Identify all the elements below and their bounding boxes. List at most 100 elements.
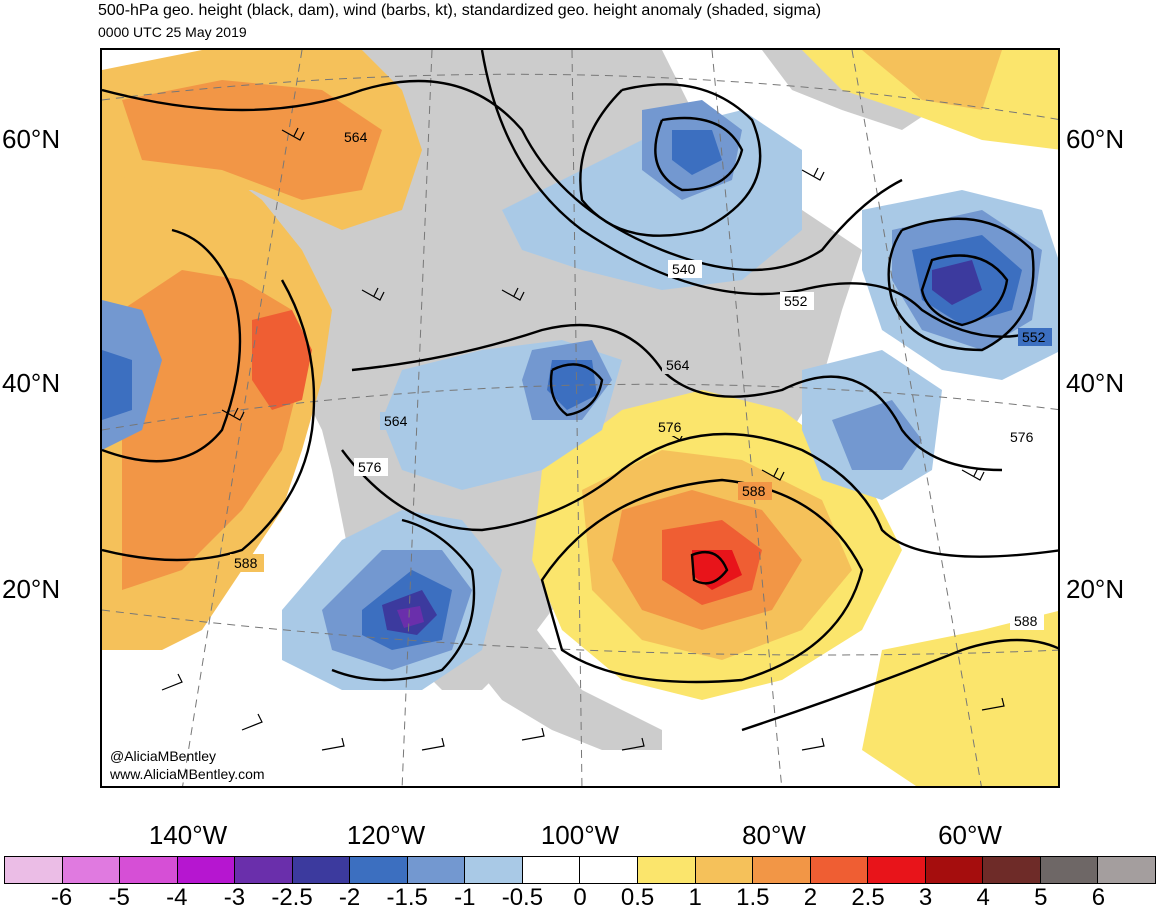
anomaly-positive-alaska-inner [122, 80, 382, 200]
colorbar-label: 3 [918, 884, 933, 911]
colorbar-label: 6 [1091, 884, 1106, 911]
colorbar-swatch [5, 857, 63, 883]
height-contours [102, 50, 1058, 732]
contour-label: 552 [784, 293, 808, 309]
colorbar-swatch [695, 857, 754, 883]
meridian-80w [711, 50, 783, 786]
colorbar-label: -5 [108, 884, 130, 911]
contour-564-north [102, 79, 903, 272]
lat-label-40n-right: 40°N [1066, 368, 1125, 398]
contour-label: 564 [344, 129, 368, 145]
colorbar-swatch [350, 857, 408, 883]
contour-label: 552 [1022, 329, 1046, 345]
colorbar-label: 4 [976, 884, 990, 911]
contour-label: 588 [1014, 613, 1038, 629]
colorbar-swatch [120, 857, 178, 883]
contour-588-atlantic [741, 638, 1058, 732]
wind-barb [281, 127, 305, 141]
wind-barb [321, 737, 345, 751]
parallel-40n [102, 383, 1058, 431]
contour-label: 540 [672, 261, 696, 277]
colorbar-swatch [925, 857, 984, 883]
contour-label: 588 [742, 483, 766, 499]
lon-label-80w: 80°W [742, 820, 806, 850]
contour-label: 564 [384, 413, 408, 429]
colorbar-label: -0.5 [501, 884, 544, 911]
wind-barb [961, 467, 985, 481]
colorbar-label: 2.5 [851, 884, 885, 911]
colorbar-swatch [235, 857, 293, 883]
wind-barb [621, 737, 645, 751]
graticule [102, 50, 1058, 786]
contour-labels: 564 540 552 552 564 564 576 576 588 588 … [230, 128, 1052, 630]
contour-label: 564 [666, 357, 690, 373]
anomaly-positive-atlantic [862, 611, 1058, 786]
colorbar-label: -3 [223, 884, 246, 911]
colorbar-label: -2 [338, 884, 361, 911]
colorbar-label: 5 [1034, 884, 1048, 911]
parallel-20n [102, 609, 1058, 656]
contour-label: 576 [358, 459, 382, 475]
colorbar-swatch [580, 857, 639, 883]
colorbar-swatch [522, 857, 581, 883]
anomaly-positive-southeast-max [692, 550, 742, 590]
contour-540 [579, 83, 762, 237]
lon-label-140w: 140°W [148, 820, 228, 850]
contour-low-canada [654, 116, 744, 192]
lat-label-60n-right: 60°N [1066, 124, 1125, 154]
colorbar-swatch [1098, 857, 1155, 883]
colorbar-label: 2 [803, 884, 818, 911]
map-panel: 564 540 552 552 564 564 576 576 588 588 … [100, 48, 1060, 788]
lat-label-40n-left: 40°N [2, 368, 61, 398]
contour-trough-southwest [331, 518, 476, 682]
contour-576 [341, 432, 1058, 558]
colorbar-swatch [810, 857, 869, 883]
contour-low-atlantic-inner [920, 254, 1009, 327]
lat-label-60n-left: 60°N [2, 124, 61, 154]
colorbar-label: -1 [454, 884, 476, 911]
colorbar-swatch [465, 857, 523, 883]
meridian-120w [401, 50, 433, 786]
colorbar-swatch [868, 857, 926, 883]
lon-label-100w: 100°W [540, 820, 620, 850]
colorbar-swatch [753, 857, 811, 883]
colorbar-swatch [983, 857, 1041, 883]
wind-barb [361, 287, 385, 301]
colorbar-swatch [62, 857, 121, 883]
wind-barb [981, 697, 1005, 711]
contour-high-south [690, 550, 729, 585]
contour-576-pacific [102, 228, 242, 463]
contour-588-pacific [102, 279, 316, 562]
lon-label-120w: 120°W [346, 820, 426, 850]
anomaly-map: 564 540 552 552 564 564 576 576 588 588 … [102, 50, 1058, 786]
lat-label-20n-right: 20°N [1066, 574, 1125, 604]
contour-low-plains [549, 363, 604, 417]
contour-588-south [540, 478, 864, 684]
lat-label-20n-left: 20°N [2, 574, 61, 604]
wind-barb [801, 167, 825, 181]
anomaly-negative-atlantic-south-inner [832, 400, 922, 470]
anomaly-negative-atlantic-max [932, 260, 982, 305]
wind-barb [521, 727, 545, 741]
colorbar-swatch [1040, 857, 1099, 883]
colorbar-label: -1.5 [386, 884, 428, 911]
credit-website: www.AliciaMBentley.com [110, 766, 265, 782]
lon-label-60w: 60°W [938, 820, 1002, 850]
colorbar [4, 856, 1156, 884]
colorbar-label: -4 [166, 884, 188, 911]
colorbar-swatch [638, 857, 696, 883]
colorbar-label: -6 [50, 884, 73, 911]
wind-barb [161, 673, 183, 691]
contour-552 [480, 50, 1043, 338]
colorbar-label: 1.5 [736, 884, 770, 911]
contour-label: 576 [658, 419, 682, 435]
colorbar-swatch [407, 857, 466, 883]
colorbar-swatch [292, 857, 351, 883]
wind-barb [761, 467, 785, 481]
anomaly-negative-plains-core [547, 360, 597, 410]
wind-barb [241, 713, 263, 731]
anomaly-negative-pacific-west-core [102, 350, 132, 420]
contour-564-plains [351, 323, 1003, 472]
anomaly-negative-southwest-max [397, 606, 424, 628]
colorbar-label: 1 [688, 884, 702, 911]
